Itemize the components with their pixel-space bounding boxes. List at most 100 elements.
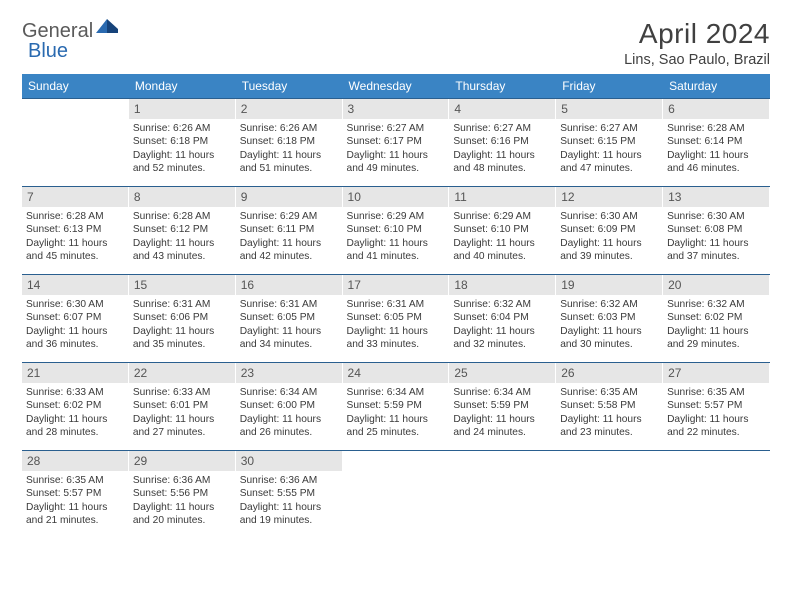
day-details: Sunrise: 6:28 AMSunset: 6:13 PMDaylight:… xyxy=(22,207,129,266)
dow-header: Wednesday xyxy=(343,74,450,99)
calendar-cell: 21Sunrise: 6:33 AMSunset: 6:02 PMDayligh… xyxy=(22,363,129,451)
title-block: April 2024 Lins, Sao Paulo, Brazil xyxy=(624,18,770,68)
day-number: 18 xyxy=(449,275,556,295)
calendar-cell: 12Sunrise: 6:30 AMSunset: 6:09 PMDayligh… xyxy=(556,187,663,275)
logo-text-blue: Blue xyxy=(28,40,68,62)
calendar-cell: 20Sunrise: 6:32 AMSunset: 6:02 PMDayligh… xyxy=(663,275,770,363)
calendar-cell: 19Sunrise: 6:32 AMSunset: 6:03 PMDayligh… xyxy=(556,275,663,363)
month-title: April 2024 xyxy=(624,18,770,50)
day-number xyxy=(449,451,556,471)
day-number: 23 xyxy=(236,363,343,383)
calendar-cell: 15Sunrise: 6:31 AMSunset: 6:06 PMDayligh… xyxy=(129,275,236,363)
day-number: 9 xyxy=(236,187,343,207)
day-number: 8 xyxy=(129,187,236,207)
dow-header: Sunday xyxy=(22,74,129,99)
calendar-week-row: 1Sunrise: 6:26 AMSunset: 6:18 PMDaylight… xyxy=(22,99,770,187)
day-number: 28 xyxy=(22,451,129,471)
calendar-cell: 18Sunrise: 6:32 AMSunset: 6:04 PMDayligh… xyxy=(449,275,556,363)
day-number: 16 xyxy=(236,275,343,295)
day-details: Sunrise: 6:28 AMSunset: 6:12 PMDaylight:… xyxy=(129,207,236,266)
day-details: Sunrise: 6:29 AMSunset: 6:10 PMDaylight:… xyxy=(449,207,556,266)
day-details: Sunrise: 6:27 AMSunset: 6:16 PMDaylight:… xyxy=(449,119,556,178)
day-number: 30 xyxy=(236,451,343,471)
day-number: 4 xyxy=(449,99,556,119)
day-number: 14 xyxy=(22,275,129,295)
day-number: 27 xyxy=(663,363,770,383)
dow-header: Monday xyxy=(129,74,236,99)
calendar-cell xyxy=(556,451,663,539)
calendar-week-row: 28Sunrise: 6:35 AMSunset: 5:57 PMDayligh… xyxy=(22,451,770,539)
day-details: Sunrise: 6:27 AMSunset: 6:15 PMDaylight:… xyxy=(556,119,663,178)
day-number: 7 xyxy=(22,187,129,207)
calendar-cell: 7Sunrise: 6:28 AMSunset: 6:13 PMDaylight… xyxy=(22,187,129,275)
calendar-week-row: 7Sunrise: 6:28 AMSunset: 6:13 PMDaylight… xyxy=(22,187,770,275)
day-details: Sunrise: 6:35 AMSunset: 5:57 PMDaylight:… xyxy=(22,471,129,530)
day-number xyxy=(556,451,663,471)
day-number: 6 xyxy=(663,99,770,119)
day-details: Sunrise: 6:29 AMSunset: 6:11 PMDaylight:… xyxy=(236,207,343,266)
calendar-week-row: 14Sunrise: 6:30 AMSunset: 6:07 PMDayligh… xyxy=(22,275,770,363)
day-details: Sunrise: 6:31 AMSunset: 6:06 PMDaylight:… xyxy=(129,295,236,354)
day-details: Sunrise: 6:34 AMSunset: 5:59 PMDaylight:… xyxy=(449,383,556,442)
calendar-cell: 6Sunrise: 6:28 AMSunset: 6:14 PMDaylight… xyxy=(663,99,770,187)
day-number: 24 xyxy=(343,363,450,383)
dow-header: Saturday xyxy=(663,74,770,99)
day-details: Sunrise: 6:31 AMSunset: 6:05 PMDaylight:… xyxy=(343,295,450,354)
day-number: 13 xyxy=(663,187,770,207)
day-number: 21 xyxy=(22,363,129,383)
day-details: Sunrise: 6:27 AMSunset: 6:17 PMDaylight:… xyxy=(343,119,450,178)
day-details: Sunrise: 6:35 AMSunset: 5:58 PMDaylight:… xyxy=(556,383,663,442)
calendar-cell: 16Sunrise: 6:31 AMSunset: 6:05 PMDayligh… xyxy=(236,275,343,363)
calendar-header-row: Sunday Monday Tuesday Wednesday Thursday… xyxy=(22,74,770,99)
calendar-table: Sunday Monday Tuesday Wednesday Thursday… xyxy=(22,74,770,539)
day-number: 1 xyxy=(129,99,236,119)
calendar-cell: 27Sunrise: 6:35 AMSunset: 5:57 PMDayligh… xyxy=(663,363,770,451)
day-details: Sunrise: 6:30 AMSunset: 6:08 PMDaylight:… xyxy=(663,207,770,266)
calendar-cell: 10Sunrise: 6:29 AMSunset: 6:10 PMDayligh… xyxy=(343,187,450,275)
day-details: Sunrise: 6:30 AMSunset: 6:07 PMDaylight:… xyxy=(22,295,129,354)
calendar-cell: 29Sunrise: 6:36 AMSunset: 5:56 PMDayligh… xyxy=(129,451,236,539)
day-number: 17 xyxy=(343,275,450,295)
day-details: Sunrise: 6:32 AMSunset: 6:02 PMDaylight:… xyxy=(663,295,770,354)
day-number: 22 xyxy=(129,363,236,383)
calendar-cell: 5Sunrise: 6:27 AMSunset: 6:15 PMDaylight… xyxy=(556,99,663,187)
day-details: Sunrise: 6:34 AMSunset: 6:00 PMDaylight:… xyxy=(236,383,343,442)
day-details: Sunrise: 6:36 AMSunset: 5:55 PMDaylight:… xyxy=(236,471,343,530)
day-details: Sunrise: 6:33 AMSunset: 6:02 PMDaylight:… xyxy=(22,383,129,442)
logo-mark-icon xyxy=(96,17,118,33)
calendar-cell: 22Sunrise: 6:33 AMSunset: 6:01 PMDayligh… xyxy=(129,363,236,451)
day-details: Sunrise: 6:26 AMSunset: 6:18 PMDaylight:… xyxy=(236,119,343,178)
day-number: 3 xyxy=(343,99,450,119)
calendar-cell: 26Sunrise: 6:35 AMSunset: 5:58 PMDayligh… xyxy=(556,363,663,451)
day-number xyxy=(22,99,129,119)
dow-header: Tuesday xyxy=(236,74,343,99)
calendar-cell xyxy=(343,451,450,539)
calendar-cell: 13Sunrise: 6:30 AMSunset: 6:08 PMDayligh… xyxy=(663,187,770,275)
calendar-cell xyxy=(22,99,129,187)
day-number xyxy=(343,451,450,471)
calendar-cell: 1Sunrise: 6:26 AMSunset: 6:18 PMDaylight… xyxy=(129,99,236,187)
calendar-cell: 25Sunrise: 6:34 AMSunset: 5:59 PMDayligh… xyxy=(449,363,556,451)
day-details: Sunrise: 6:35 AMSunset: 5:57 PMDaylight:… xyxy=(663,383,770,442)
calendar-cell: 9Sunrise: 6:29 AMSunset: 6:11 PMDaylight… xyxy=(236,187,343,275)
calendar-cell: 3Sunrise: 6:27 AMSunset: 6:17 PMDaylight… xyxy=(343,99,450,187)
day-number: 25 xyxy=(449,363,556,383)
day-details: Sunrise: 6:36 AMSunset: 5:56 PMDaylight:… xyxy=(129,471,236,530)
calendar-cell xyxy=(449,451,556,539)
day-number: 15 xyxy=(129,275,236,295)
dow-header: Thursday xyxy=(449,74,556,99)
calendar-cell: 24Sunrise: 6:34 AMSunset: 5:59 PMDayligh… xyxy=(343,363,450,451)
calendar-cell: 14Sunrise: 6:30 AMSunset: 6:07 PMDayligh… xyxy=(22,275,129,363)
day-number: 12 xyxy=(556,187,663,207)
day-number: 5 xyxy=(556,99,663,119)
calendar-cell: 28Sunrise: 6:35 AMSunset: 5:57 PMDayligh… xyxy=(22,451,129,539)
day-details: Sunrise: 6:26 AMSunset: 6:18 PMDaylight:… xyxy=(129,119,236,178)
day-details: Sunrise: 6:28 AMSunset: 6:14 PMDaylight:… xyxy=(663,119,770,178)
day-number: 20 xyxy=(663,275,770,295)
day-details: Sunrise: 6:29 AMSunset: 6:10 PMDaylight:… xyxy=(343,207,450,266)
calendar-cell: 2Sunrise: 6:26 AMSunset: 6:18 PMDaylight… xyxy=(236,99,343,187)
location-text: Lins, Sao Paulo, Brazil xyxy=(624,52,770,68)
day-details: Sunrise: 6:33 AMSunset: 6:01 PMDaylight:… xyxy=(129,383,236,442)
calendar-week-row: 21Sunrise: 6:33 AMSunset: 6:02 PMDayligh… xyxy=(22,363,770,451)
day-details: Sunrise: 6:32 AMSunset: 6:03 PMDaylight:… xyxy=(556,295,663,354)
